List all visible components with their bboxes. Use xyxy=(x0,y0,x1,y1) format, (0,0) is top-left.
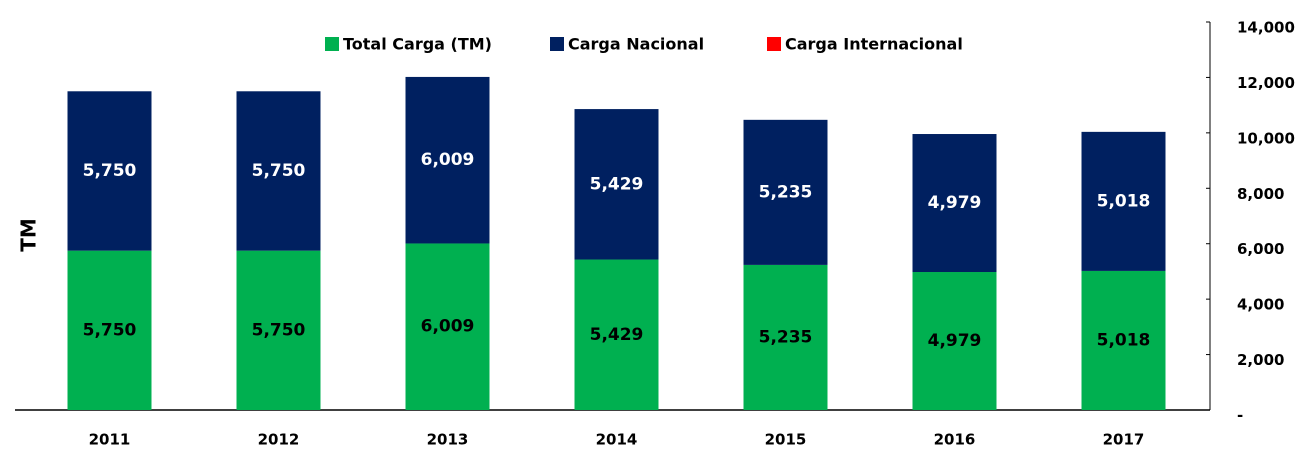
data-label: 5,235 xyxy=(759,327,813,347)
data-label: 5,750 xyxy=(83,161,137,181)
data-label: 5,235 xyxy=(759,182,813,202)
y-tick-label: 8,000 xyxy=(1237,185,1284,203)
legend-swatch xyxy=(325,37,339,51)
data-label: 5,018 xyxy=(1097,330,1151,350)
legend-swatch xyxy=(767,37,781,51)
y-tick-label: 12,000 xyxy=(1237,74,1295,92)
bar-segment xyxy=(405,76,490,244)
y-tick-label: 6,000 xyxy=(1237,240,1284,258)
data-label: 5,750 xyxy=(83,320,137,340)
bar-segment xyxy=(236,250,321,410)
x-tick-label: 2013 xyxy=(427,431,469,449)
bar-segment xyxy=(574,259,659,410)
data-label: 4,979 xyxy=(928,193,982,213)
bar-segment xyxy=(67,91,152,251)
data-label: 5,429 xyxy=(590,325,644,345)
data-label: 6,009 xyxy=(421,150,475,170)
bar-segment xyxy=(912,272,997,410)
data-label: 4,979 xyxy=(928,331,982,351)
x-tick-label: 2017 xyxy=(1103,431,1145,449)
data-label: 5,018 xyxy=(1097,191,1151,211)
x-tick-label: 2014 xyxy=(596,431,638,449)
bar-segment xyxy=(405,243,490,410)
data-label: 5,429 xyxy=(590,174,644,194)
legend-label: Carga Internacional xyxy=(785,35,963,54)
bar-segment xyxy=(1081,131,1166,271)
x-tick-label: 2012 xyxy=(258,431,300,449)
x-tick-label: 2011 xyxy=(89,431,131,449)
bar-segment xyxy=(743,264,828,410)
x-tick-label: 2016 xyxy=(934,431,976,449)
bar-segment xyxy=(912,134,997,273)
y-tick-label: 10,000 xyxy=(1237,129,1295,147)
y-tick-label: - xyxy=(1237,407,1243,425)
x-tick-label: 2015 xyxy=(765,431,807,449)
bar-segment xyxy=(67,250,152,410)
y-tick-label: 2,000 xyxy=(1237,351,1284,369)
data-label: 6,009 xyxy=(421,317,475,337)
data-label: 5,750 xyxy=(252,320,306,340)
y-tick-label: 4,000 xyxy=(1237,296,1284,314)
legend-label: Carga Nacional xyxy=(568,35,704,54)
data-label: 5,750 xyxy=(252,161,306,181)
legend-label: Total Carga (TM) xyxy=(343,35,492,54)
bar-segment xyxy=(574,109,659,260)
y-tick-label: 14,000 xyxy=(1237,19,1295,37)
bar-segment xyxy=(236,91,321,251)
legend-swatch xyxy=(550,37,564,51)
bar-segment xyxy=(743,119,828,265)
bar-segment xyxy=(1081,270,1166,410)
y-axis-label: TM xyxy=(17,218,41,252)
